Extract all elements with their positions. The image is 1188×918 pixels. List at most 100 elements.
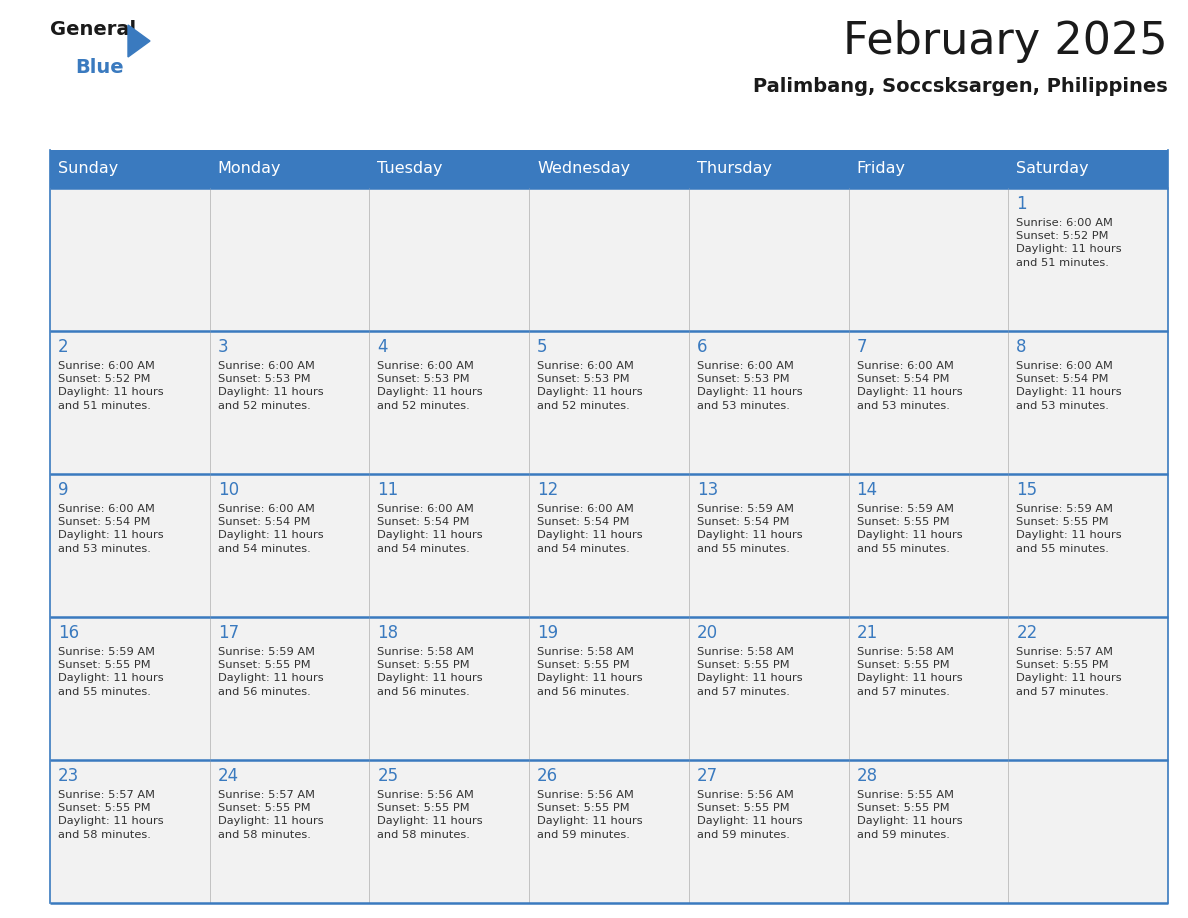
Bar [210, 474, 369, 617]
Polygon shape [128, 25, 150, 57]
Text: 16: 16 [58, 624, 80, 642]
Text: 6: 6 [697, 338, 707, 356]
Bar [210, 188, 369, 331]
Text: 12: 12 [537, 481, 558, 499]
Text: Sunrise: 5:59 AM
Sunset: 5:55 PM
Daylight: 11 hours
and 55 minutes.: Sunrise: 5:59 AM Sunset: 5:55 PM Dayligh… [58, 647, 164, 697]
Bar [210, 150, 369, 188]
Text: Sunrise: 6:00 AM
Sunset: 5:54 PM
Daylight: 11 hours
and 54 minutes.: Sunrise: 6:00 AM Sunset: 5:54 PM Dayligh… [378, 504, 484, 554]
Text: Sunrise: 6:00 AM
Sunset: 5:53 PM
Daylight: 11 hours
and 52 minutes.: Sunrise: 6:00 AM Sunset: 5:53 PM Dayligh… [217, 361, 323, 410]
Text: Sunrise: 5:58 AM
Sunset: 5:55 PM
Daylight: 11 hours
and 56 minutes.: Sunrise: 5:58 AM Sunset: 5:55 PM Dayligh… [378, 647, 484, 697]
Text: 15: 15 [1016, 481, 1037, 499]
Bar [50, 617, 210, 760]
Bar [1009, 474, 1168, 617]
Bar [369, 331, 529, 474]
Text: 27: 27 [697, 767, 718, 785]
Text: 9: 9 [58, 481, 69, 499]
Text: 3: 3 [217, 338, 228, 356]
Text: Wednesday: Wednesday [537, 162, 631, 176]
Bar [369, 474, 529, 617]
Bar [848, 188, 1009, 331]
Text: February 2025: February 2025 [843, 20, 1168, 63]
Text: Sunrise: 5:55 AM
Sunset: 5:55 PM
Daylight: 11 hours
and 59 minutes.: Sunrise: 5:55 AM Sunset: 5:55 PM Dayligh… [857, 790, 962, 840]
Bar [529, 617, 689, 760]
Text: Sunrise: 5:56 AM
Sunset: 5:55 PM
Daylight: 11 hours
and 59 minutes.: Sunrise: 5:56 AM Sunset: 5:55 PM Dayligh… [537, 790, 643, 840]
Bar [689, 474, 848, 617]
Bar [50, 150, 210, 188]
Bar [369, 617, 529, 760]
Text: 20: 20 [697, 624, 718, 642]
Text: Sunrise: 5:59 AM
Sunset: 5:55 PM
Daylight: 11 hours
and 55 minutes.: Sunrise: 5:59 AM Sunset: 5:55 PM Dayligh… [1016, 504, 1121, 554]
Text: Sunrise: 6:00 AM
Sunset: 5:54 PM
Daylight: 11 hours
and 53 minutes.: Sunrise: 6:00 AM Sunset: 5:54 PM Dayligh… [1016, 361, 1121, 410]
Text: 18: 18 [378, 624, 398, 642]
Text: Sunrise: 6:00 AM
Sunset: 5:54 PM
Daylight: 11 hours
and 53 minutes.: Sunrise: 6:00 AM Sunset: 5:54 PM Dayligh… [857, 361, 962, 410]
Bar [689, 150, 848, 188]
Text: 23: 23 [58, 767, 80, 785]
Text: 28: 28 [857, 767, 878, 785]
Text: Thursday: Thursday [697, 162, 772, 176]
Text: Sunrise: 5:59 AM
Sunset: 5:54 PM
Daylight: 11 hours
and 55 minutes.: Sunrise: 5:59 AM Sunset: 5:54 PM Dayligh… [697, 504, 802, 554]
Text: 14: 14 [857, 481, 878, 499]
Bar [529, 150, 689, 188]
Bar [529, 760, 689, 903]
Bar [529, 188, 689, 331]
Bar [369, 150, 529, 188]
Bar [1009, 617, 1168, 760]
Text: Sunrise: 6:00 AM
Sunset: 5:54 PM
Daylight: 11 hours
and 54 minutes.: Sunrise: 6:00 AM Sunset: 5:54 PM Dayligh… [537, 504, 643, 554]
Text: Sunrise: 6:00 AM
Sunset: 5:52 PM
Daylight: 11 hours
and 51 minutes.: Sunrise: 6:00 AM Sunset: 5:52 PM Dayligh… [58, 361, 164, 410]
Bar [50, 474, 210, 617]
Text: Sunrise: 6:00 AM
Sunset: 5:53 PM
Daylight: 11 hours
and 52 minutes.: Sunrise: 6:00 AM Sunset: 5:53 PM Dayligh… [537, 361, 643, 410]
Text: Sunrise: 6:00 AM
Sunset: 5:53 PM
Daylight: 11 hours
and 53 minutes.: Sunrise: 6:00 AM Sunset: 5:53 PM Dayligh… [697, 361, 802, 410]
Text: 1: 1 [1016, 195, 1026, 213]
Text: 26: 26 [537, 767, 558, 785]
Bar [689, 331, 848, 474]
Bar [210, 331, 369, 474]
Text: 7: 7 [857, 338, 867, 356]
Bar [848, 331, 1009, 474]
Text: Sunrise: 5:56 AM
Sunset: 5:55 PM
Daylight: 11 hours
and 58 minutes.: Sunrise: 5:56 AM Sunset: 5:55 PM Dayligh… [378, 790, 484, 840]
Text: Blue: Blue [75, 58, 124, 77]
Bar [848, 617, 1009, 760]
Bar [848, 760, 1009, 903]
Text: 2: 2 [58, 338, 69, 356]
Text: 11: 11 [378, 481, 399, 499]
Text: Saturday: Saturday [1016, 162, 1089, 176]
Text: 5: 5 [537, 338, 548, 356]
Bar [1009, 760, 1168, 903]
Text: Sunrise: 5:59 AM
Sunset: 5:55 PM
Daylight: 11 hours
and 55 minutes.: Sunrise: 5:59 AM Sunset: 5:55 PM Dayligh… [857, 504, 962, 554]
Text: 8: 8 [1016, 338, 1026, 356]
Bar [369, 760, 529, 903]
Text: 24: 24 [217, 767, 239, 785]
Text: Sunrise: 6:00 AM
Sunset: 5:53 PM
Daylight: 11 hours
and 52 minutes.: Sunrise: 6:00 AM Sunset: 5:53 PM Dayligh… [378, 361, 484, 410]
Text: Monday: Monday [217, 162, 282, 176]
Text: Palimbang, Soccsksargen, Philippines: Palimbang, Soccsksargen, Philippines [753, 77, 1168, 96]
Text: 25: 25 [378, 767, 398, 785]
Bar [50, 331, 210, 474]
Text: Sunrise: 6:00 AM
Sunset: 5:54 PM
Daylight: 11 hours
and 53 minutes.: Sunrise: 6:00 AM Sunset: 5:54 PM Dayligh… [58, 504, 164, 554]
Text: 10: 10 [217, 481, 239, 499]
Text: Sunrise: 5:58 AM
Sunset: 5:55 PM
Daylight: 11 hours
and 56 minutes.: Sunrise: 5:58 AM Sunset: 5:55 PM Dayligh… [537, 647, 643, 697]
Text: Sunrise: 5:57 AM
Sunset: 5:55 PM
Daylight: 11 hours
and 58 minutes.: Sunrise: 5:57 AM Sunset: 5:55 PM Dayligh… [58, 790, 164, 840]
Text: 4: 4 [378, 338, 388, 356]
Text: Sunrise: 5:57 AM
Sunset: 5:55 PM
Daylight: 11 hours
and 57 minutes.: Sunrise: 5:57 AM Sunset: 5:55 PM Dayligh… [1016, 647, 1121, 697]
Bar [529, 331, 689, 474]
Text: Sunrise: 5:56 AM
Sunset: 5:55 PM
Daylight: 11 hours
and 59 minutes.: Sunrise: 5:56 AM Sunset: 5:55 PM Dayligh… [697, 790, 802, 840]
Text: Sunrise: 6:00 AM
Sunset: 5:54 PM
Daylight: 11 hours
and 54 minutes.: Sunrise: 6:00 AM Sunset: 5:54 PM Dayligh… [217, 504, 323, 554]
Text: 22: 22 [1016, 624, 1037, 642]
Bar [369, 188, 529, 331]
Text: Friday: Friday [857, 162, 905, 176]
Bar [689, 760, 848, 903]
Text: Sunrise: 5:58 AM
Sunset: 5:55 PM
Daylight: 11 hours
and 57 minutes.: Sunrise: 5:58 AM Sunset: 5:55 PM Dayligh… [697, 647, 802, 697]
Text: 13: 13 [697, 481, 718, 499]
Text: Sunrise: 6:00 AM
Sunset: 5:52 PM
Daylight: 11 hours
and 51 minutes.: Sunrise: 6:00 AM Sunset: 5:52 PM Dayligh… [1016, 218, 1121, 268]
Bar [50, 760, 210, 903]
Bar [689, 617, 848, 760]
Text: General: General [50, 20, 137, 39]
Text: Sunrise: 5:57 AM
Sunset: 5:55 PM
Daylight: 11 hours
and 58 minutes.: Sunrise: 5:57 AM Sunset: 5:55 PM Dayligh… [217, 790, 323, 840]
Bar [50, 188, 210, 331]
Bar [848, 474, 1009, 617]
Text: 17: 17 [217, 624, 239, 642]
Bar [1009, 331, 1168, 474]
Text: Sunrise: 5:59 AM
Sunset: 5:55 PM
Daylight: 11 hours
and 56 minutes.: Sunrise: 5:59 AM Sunset: 5:55 PM Dayligh… [217, 647, 323, 697]
Bar [210, 760, 369, 903]
Bar [1009, 188, 1168, 331]
